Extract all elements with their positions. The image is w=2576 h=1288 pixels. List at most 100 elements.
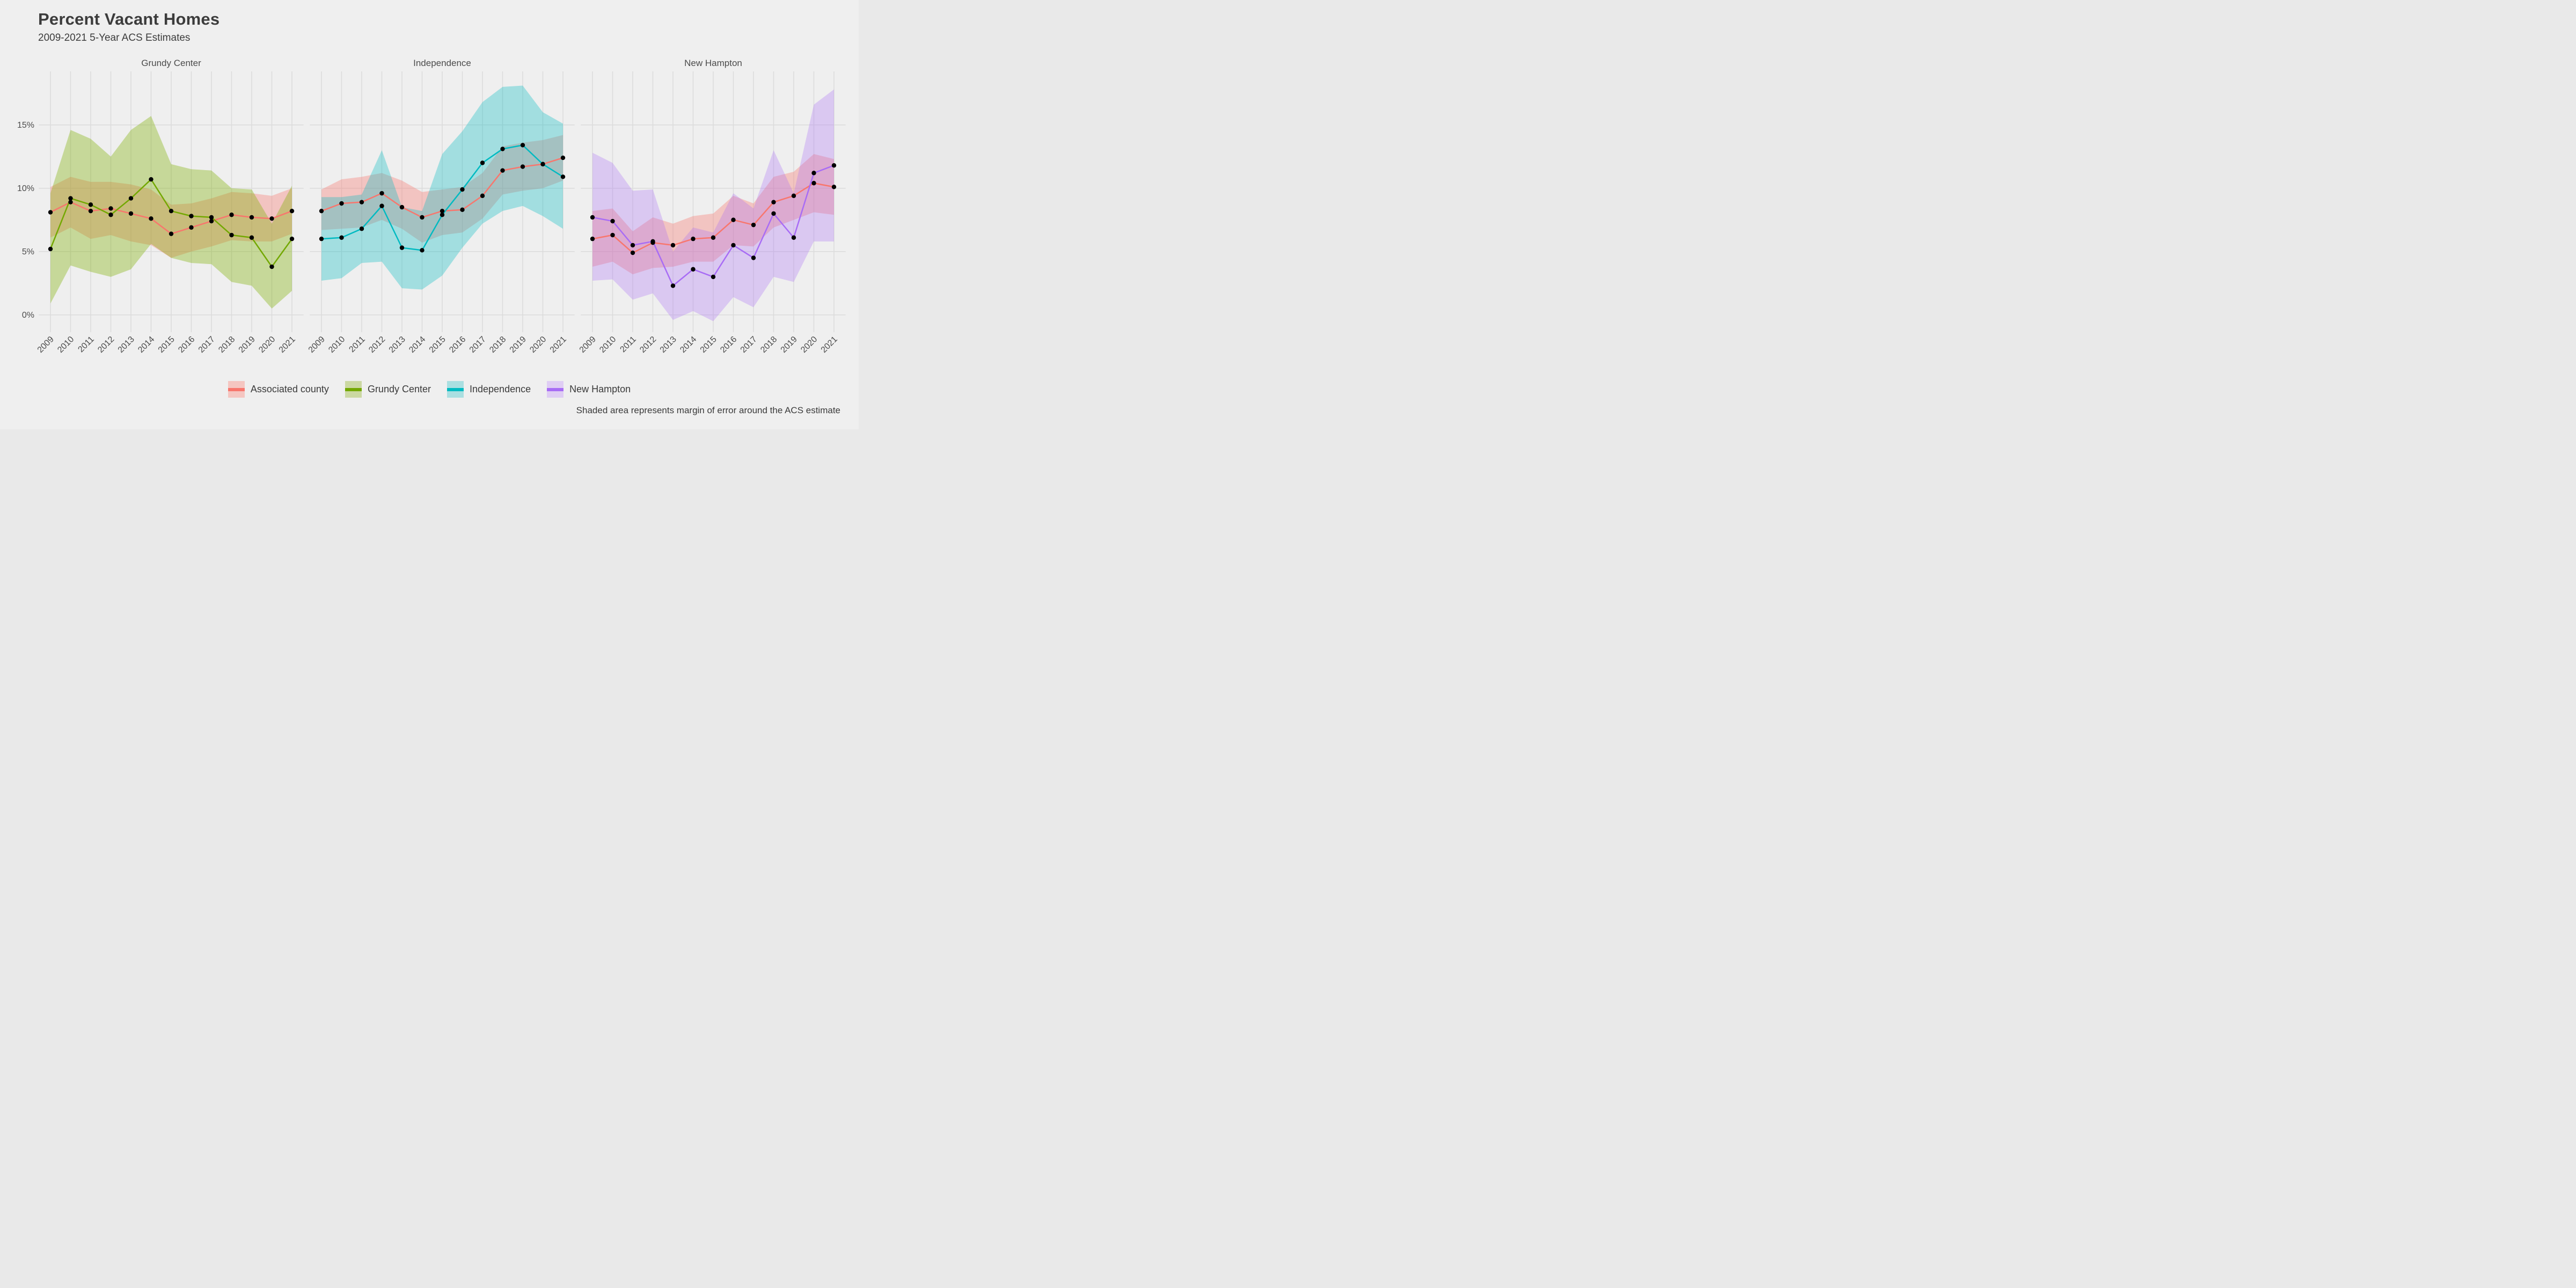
- caption: Shaded area represents margin of error a…: [576, 405, 840, 415]
- data-point: [229, 213, 234, 217]
- data-point: [48, 210, 53, 215]
- data-point: [108, 206, 113, 211]
- data-point: [731, 243, 736, 248]
- x-axis-label: 2017: [197, 335, 217, 355]
- data-point: [359, 200, 364, 204]
- x-axis-label: 2014: [407, 335, 427, 355]
- legend-item-independence: Independence: [447, 381, 531, 398]
- data-point: [420, 248, 425, 253]
- data-point: [88, 208, 93, 214]
- x-axis-label: 2012: [96, 335, 116, 355]
- data-point: [68, 200, 73, 204]
- data-point: [560, 155, 566, 160]
- data-point: [269, 264, 274, 269]
- data-point: [811, 171, 816, 175]
- x-axis-label: 2013: [387, 335, 407, 355]
- data-point: [771, 200, 776, 204]
- x-axis-label: 2019: [237, 335, 257, 355]
- data-point: [440, 213, 445, 217]
- x-axis-label: 2010: [598, 335, 618, 355]
- x-axis-label: 2013: [658, 335, 678, 355]
- data-point: [480, 160, 485, 165]
- data-point: [540, 162, 545, 167]
- data-point: [149, 177, 153, 182]
- legend-swatch-new-hampton: [547, 381, 564, 398]
- x-axis-label: 2018: [759, 335, 779, 355]
- x-axis-label: 2014: [136, 335, 156, 355]
- x-axis-label: 2015: [157, 335, 177, 355]
- data-point: [319, 208, 324, 214]
- x-axis-label: 2017: [739, 335, 759, 355]
- data-point: [610, 218, 615, 224]
- data-point: [319, 236, 324, 241]
- x-axis-label: 2016: [448, 335, 467, 355]
- data-point: [650, 239, 655, 244]
- data-point: [831, 163, 837, 168]
- data-point: [520, 164, 525, 169]
- x-axis-label: 2010: [327, 335, 347, 355]
- x-axis-label: 2015: [699, 335, 719, 355]
- x-axis-label: 2015: [428, 335, 448, 355]
- data-point: [169, 208, 174, 214]
- data-point: [691, 267, 696, 272]
- legend-label: Grundy Center: [367, 384, 431, 394]
- facet-title-new-hampton: New Hampton: [684, 58, 742, 68]
- data-point: [590, 236, 595, 241]
- data-point: [751, 222, 756, 228]
- x-axis-label: 2011: [76, 335, 96, 354]
- data-point: [751, 255, 756, 260]
- legend-label: Independence: [470, 384, 531, 394]
- data-point: [500, 168, 505, 173]
- facet-title-grundy-center: Grundy Center: [141, 58, 201, 68]
- x-axis-label: 2011: [347, 335, 367, 354]
- x-axis-label: 2018: [217, 335, 237, 355]
- data-point: [189, 214, 194, 218]
- data-point: [731, 217, 736, 222]
- facet-title-independence: Independence: [413, 58, 471, 68]
- data-point: [249, 215, 254, 220]
- x-axis-label: 2016: [719, 335, 738, 355]
- data-point: [399, 245, 405, 250]
- x-axis-label: 2016: [177, 335, 196, 355]
- legend-item-associated-county: Associated county: [228, 381, 329, 398]
- x-axis-label: 2019: [508, 335, 528, 355]
- legend-label: New Hampton: [569, 384, 631, 394]
- data-point: [610, 232, 615, 238]
- chart-canvas: Grundy Center Independence New Hampton 0…: [17, 58, 846, 355]
- y-axis-label: 0%: [22, 311, 34, 320]
- legend: Associated county Grundy Center Independ…: [0, 381, 859, 398]
- data-point: [379, 203, 384, 208]
- ribbon-new-hampton: [592, 89, 834, 321]
- data-point: [128, 196, 134, 201]
- data-point: [420, 215, 425, 220]
- facet-panels: 0%5%10%15%2009 2010 2011 2012 2013 2014 2015 20…: [17, 71, 846, 355]
- data-point: [289, 208, 295, 214]
- data-point: [630, 243, 635, 248]
- x-axis-label: 2010: [56, 335, 76, 355]
- legend-line-icon: [547, 387, 564, 391]
- data-point: [630, 250, 635, 255]
- legend-swatch-grundy-center: [345, 381, 362, 398]
- data-point: [249, 235, 254, 240]
- legend-line-icon: [228, 387, 245, 391]
- legend-item-new-hampton: New Hampton: [547, 381, 631, 398]
- legend-line-icon: [345, 387, 362, 391]
- data-point: [460, 207, 465, 213]
- data-point: [88, 202, 93, 207]
- data-point: [149, 216, 153, 221]
- ribbon-associated-county: [50, 177, 292, 258]
- data-point: [399, 204, 405, 210]
- data-point: [500, 147, 505, 151]
- data-point: [209, 218, 214, 224]
- data-point: [440, 208, 445, 214]
- data-point: [108, 213, 113, 217]
- legend-label: Associated county: [250, 384, 329, 394]
- legend-swatch-associated-county: [228, 381, 245, 398]
- data-point: [128, 211, 134, 216]
- x-axis-label: 2017: [468, 335, 488, 355]
- x-axis-label: 2009: [578, 335, 598, 355]
- data-point: [460, 187, 465, 192]
- ribbon-independence: [321, 85, 563, 290]
- data-point: [520, 143, 525, 148]
- data-point: [269, 216, 274, 221]
